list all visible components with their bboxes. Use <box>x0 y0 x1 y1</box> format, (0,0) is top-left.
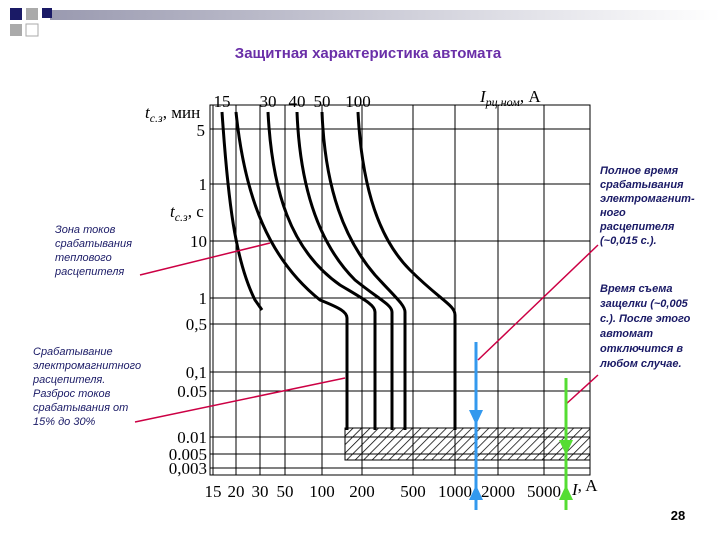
label-part: I <box>571 480 579 499</box>
bottom-tick: 30 <box>252 482 269 501</box>
label-part: с.з <box>175 210 188 224</box>
annotation: с.). После этого <box>600 313 691 325</box>
label-part: , А <box>520 87 542 106</box>
annotation: расцепителя <box>54 266 124 278</box>
top-tick: 30 <box>260 92 277 111</box>
annotation: электромагнит- <box>600 193 695 205</box>
title: Защитная характеристика автомата <box>235 45 502 62</box>
annotation: защелки (~0,005 <box>600 298 689 310</box>
decor <box>10 8 720 37</box>
bottom-tick: 200 <box>349 482 375 501</box>
annotation: Разброс токов <box>33 388 111 400</box>
annotation: 15% до 30% <box>33 416 96 428</box>
bottom-tick: 5000 <box>527 482 561 501</box>
axis-label: tс.з, с <box>170 202 204 224</box>
label-part: t <box>145 103 151 122</box>
annotation: Время съема <box>600 283 672 295</box>
left-tick: 0,5 <box>186 315 207 334</box>
left-tick: 0,003 <box>169 459 207 478</box>
left-tick: 5 <box>197 121 206 140</box>
pointers <box>134 242 599 423</box>
grid <box>209 104 591 476</box>
axis-label: tс.з, мин <box>145 103 200 125</box>
label-part: рц.ном <box>485 95 520 109</box>
bottom-tick: 15 <box>205 482 222 501</box>
bottom-tick: 50 <box>277 482 294 501</box>
label-part: , с <box>188 202 205 221</box>
annotation: расцепителя. <box>32 374 105 386</box>
arrows <box>469 342 573 510</box>
annotation: срабатывания от <box>33 402 128 414</box>
label-part: , A <box>578 476 599 495</box>
axis-label: I, A <box>571 476 598 499</box>
bottom-tick: 100 <box>309 482 335 501</box>
annotation: любом случае. <box>599 358 682 370</box>
annotation: Зона токов <box>55 224 116 236</box>
page-number: 28 <box>671 508 685 523</box>
curves <box>220 111 457 430</box>
annotation: автомат <box>600 328 653 340</box>
annotation: (~0,015 с.). <box>600 235 657 247</box>
label-part: , мин <box>163 103 200 122</box>
label-part: с.з <box>150 111 163 125</box>
bottom-tick: 1000 <box>438 482 472 501</box>
left-tick: 1 <box>199 289 208 308</box>
annotation: Срабатывание <box>33 346 113 358</box>
bottom-tick: 20 <box>228 482 245 501</box>
left-tick: 0,1 <box>186 363 207 382</box>
annotation: ного <box>600 207 626 219</box>
left-tick: 1 <box>199 175 208 194</box>
top-tick: 15 <box>214 92 231 111</box>
annotation: срабатывания <box>600 179 684 191</box>
label-part: t <box>170 202 176 221</box>
labels: 15 30 40 50 100 5 1 10 1 0,5 0,10.05 0.010.0050,003… <box>32 87 695 501</box>
bottom-tick: 2000 <box>481 482 515 501</box>
annotation: срабатывания <box>55 238 132 250</box>
top-tick: 100 <box>345 92 371 111</box>
annotation: отключится в <box>600 343 683 355</box>
bottom-tick: 500 <box>400 482 426 501</box>
annotation: теплового <box>55 252 112 264</box>
label-part: I <box>479 87 487 106</box>
annotation: расцепителя <box>599 221 675 233</box>
annotation: электромагнитного <box>33 360 141 372</box>
top-tick: 40 <box>289 92 306 111</box>
left-tick: 0.01 <box>177 428 207 447</box>
left-tick: 10 <box>190 232 207 251</box>
hatched-zone <box>344 427 591 461</box>
top-tick: 50 <box>314 92 331 111</box>
annotation: Полное время <box>600 165 679 177</box>
axis-label: Iрц.ном, А <box>479 87 541 109</box>
left-tick: 0.005 <box>169 445 207 464</box>
left-tick: 0.05 <box>177 382 207 401</box>
